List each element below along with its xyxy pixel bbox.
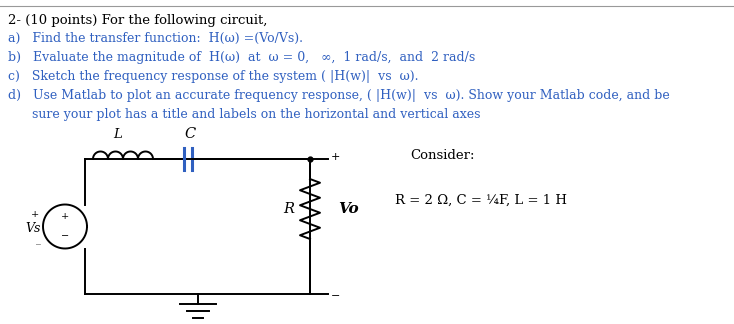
Text: c)   Sketch the frequency response of the system ( |H(w)|  vs  ω).: c) Sketch the frequency response of the … (8, 70, 418, 83)
Text: b)   Evaluate the magnitude of  H(ω)  at  ω = 0,   ∞,  1 rad/s,  and  2 rad/s: b) Evaluate the magnitude of H(ω) at ω =… (8, 51, 475, 64)
Text: L: L (114, 128, 123, 141)
Text: C: C (184, 127, 196, 141)
Text: R: R (283, 202, 294, 216)
Text: +: + (331, 152, 341, 162)
Text: Vo: Vo (338, 202, 359, 216)
Text: a)   Find the transfer function:  H(ω) =(Vo/Vs).: a) Find the transfer function: H(ω) =(Vo… (8, 32, 303, 45)
Text: +: + (31, 210, 39, 219)
Text: R = 2 Ω, C = ¼F, L = 1 H: R = 2 Ω, C = ¼F, L = 1 H (395, 194, 567, 207)
Text: +: + (61, 212, 69, 221)
Text: 2- (10 points) For the following circuit,: 2- (10 points) For the following circuit… (8, 14, 267, 27)
Text: −: − (61, 232, 69, 241)
Text: Vs: Vs (26, 222, 41, 235)
Text: −: − (331, 291, 341, 301)
Text: d)   Use Matlab to plot an accurate frequency response, ( |H(w)|  vs  ω). Show y: d) Use Matlab to plot an accurate freque… (8, 89, 669, 102)
Text: Consider:: Consider: (410, 149, 474, 162)
Text: sure your plot has a title and labels on the horizontal and vertical axes: sure your plot has a title and labels on… (8, 108, 481, 121)
Text: _: _ (36, 236, 41, 245)
